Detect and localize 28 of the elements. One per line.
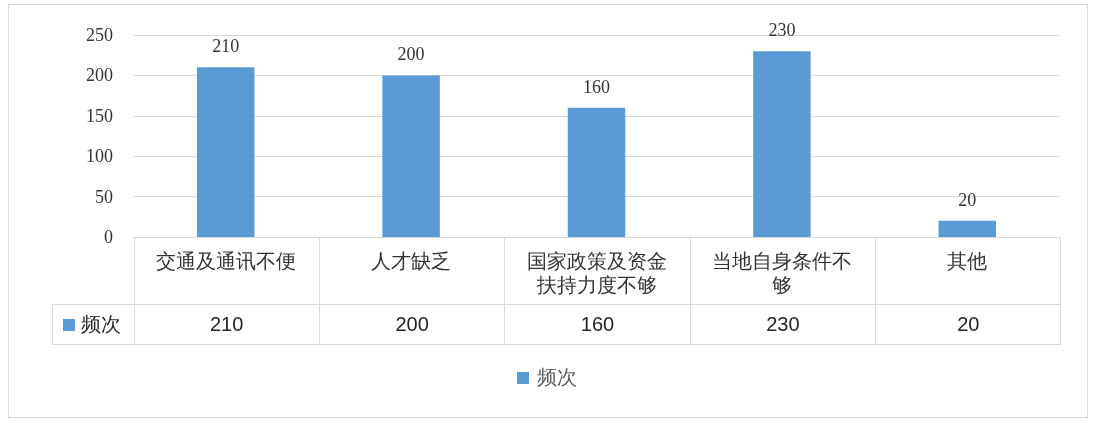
y-tick-label: 150	[86, 105, 113, 126]
x-tick-label: 其他	[947, 250, 988, 272]
x-tick-label: 当地自身条件不够	[711, 250, 852, 296]
legend-label: 频次	[52, 304, 134, 345]
bar	[567, 107, 626, 237]
bar	[938, 220, 997, 237]
data-label: 160	[583, 76, 610, 97]
y-tick-label: 100	[86, 146, 113, 167]
data-label: 230	[768, 20, 796, 41]
y-tick-label: 0	[104, 227, 113, 247]
text: 160	[504, 304, 691, 345]
y-tick-label: 50	[95, 186, 113, 207]
bar	[382, 75, 440, 237]
bar	[753, 51, 811, 237]
data-label: 20	[958, 189, 977, 210]
x-tick-label: 国家政策及资金扶持力度不够	[526, 250, 667, 296]
text: 频次	[537, 366, 577, 388]
data-label: 200	[397, 44, 425, 65]
text: 230	[690, 304, 876, 345]
y-tick-label: 250	[86, 25, 113, 45]
text: 200	[319, 304, 505, 345]
text: 20	[875, 304, 1061, 345]
y-tick-label: 200	[86, 65, 113, 86]
data-label: 210	[212, 36, 240, 57]
x-tick-label: 交通及通讯不便	[155, 250, 296, 272]
x-tick-label: 人才缺乏	[371, 250, 452, 272]
bar	[196, 67, 255, 237]
text: 210	[134, 304, 320, 345]
